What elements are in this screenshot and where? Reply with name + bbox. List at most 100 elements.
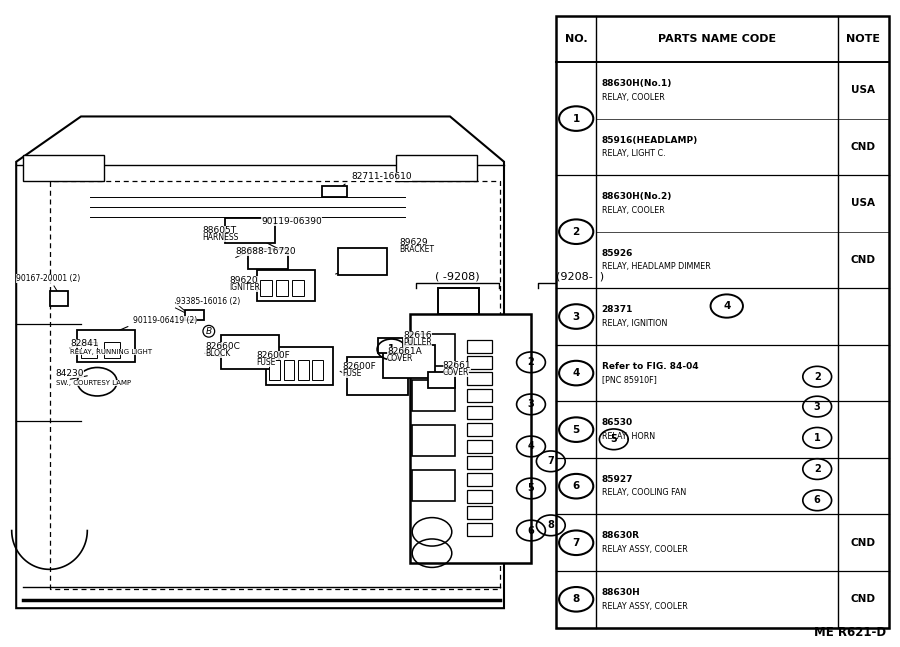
Text: 84230: 84230 <box>56 369 85 378</box>
Bar <box>704 561 734 582</box>
Bar <box>737 490 767 511</box>
Text: [PNC 85910F]: [PNC 85910F] <box>601 375 656 384</box>
Text: SW., COURTESY LAMP: SW., COURTESY LAMP <box>56 380 130 386</box>
Bar <box>292 280 304 296</box>
Text: B: B <box>206 327 211 336</box>
Text: 2: 2 <box>814 464 821 474</box>
Bar <box>704 525 734 547</box>
Text: 82841: 82841 <box>70 339 99 348</box>
Text: RELAY, HORN: RELAY, HORN <box>601 432 654 441</box>
Text: ( -9208): ( -9208) <box>435 272 480 281</box>
Text: 7: 7 <box>547 456 554 466</box>
Text: RELAY ASSY, COOLER: RELAY ASSY, COOLER <box>601 545 688 554</box>
Bar <box>276 280 288 296</box>
Text: 8: 8 <box>547 520 554 531</box>
Text: 6: 6 <box>527 525 535 536</box>
Text: 82661A: 82661A <box>387 347 422 356</box>
Bar <box>704 386 734 408</box>
Text: 3: 3 <box>814 402 821 411</box>
Text: 4: 4 <box>527 441 535 452</box>
Text: 82616: 82616 <box>403 331 432 340</box>
Text: 28371: 28371 <box>601 305 633 314</box>
Bar <box>256 270 315 301</box>
Bar <box>412 425 455 456</box>
Text: 82600F: 82600F <box>342 362 376 371</box>
Text: RELAY, COOLING FAN: RELAY, COOLING FAN <box>601 488 686 498</box>
Bar <box>737 454 767 476</box>
Text: 82600F: 82600F <box>256 351 290 360</box>
Text: 2: 2 <box>527 357 535 367</box>
Bar <box>438 288 479 314</box>
Text: RELAY, LIGHT C.: RELAY, LIGHT C. <box>601 149 665 158</box>
Text: FUSE: FUSE <box>342 369 362 378</box>
Bar <box>266 347 333 385</box>
Bar <box>737 386 767 408</box>
Bar <box>467 506 492 519</box>
Bar <box>670 386 700 408</box>
Text: 1: 1 <box>388 344 395 355</box>
Bar <box>467 406 492 419</box>
Text: 89620: 89620 <box>230 276 258 285</box>
Text: BLOCK: BLOCK <box>205 349 230 358</box>
Text: RELAY, COOLER: RELAY, COOLER <box>601 206 664 215</box>
Text: 6: 6 <box>572 481 580 491</box>
Bar <box>467 356 492 369</box>
Text: 89629: 89629 <box>400 238 428 247</box>
Text: 85916(HEADLAMP): 85916(HEADLAMP) <box>601 136 698 144</box>
Bar <box>467 473 492 486</box>
Bar <box>670 571 706 598</box>
Text: BRACKET: BRACKET <box>400 245 435 254</box>
Text: 5: 5 <box>610 434 617 444</box>
Text: 93385-16016 (2): 93385-16016 (2) <box>176 297 239 306</box>
Text: 90167-20001 (2): 90167-20001 (2) <box>16 274 80 283</box>
Text: PULLER: PULLER <box>403 338 432 347</box>
Text: PARTS NAME CODE: PARTS NAME CODE <box>658 34 776 44</box>
Bar <box>670 561 700 582</box>
Text: NO.: NO. <box>565 34 588 44</box>
Bar <box>412 380 455 411</box>
Text: 86530: 86530 <box>601 419 633 428</box>
Bar <box>269 360 280 380</box>
Bar <box>104 342 120 358</box>
Text: 85927: 85927 <box>601 475 633 484</box>
Text: COVER: COVER <box>387 354 413 363</box>
Text: 3: 3 <box>527 399 535 410</box>
Bar <box>248 249 288 269</box>
Bar <box>312 360 323 380</box>
Bar <box>734 571 770 598</box>
Bar <box>396 155 477 181</box>
Text: (9208-  ): (9208- ) <box>555 272 604 281</box>
Text: RELAY ASSY, COOLER: RELAY ASSY, COOLER <box>601 602 688 611</box>
Text: 7: 7 <box>572 538 580 548</box>
Text: NOTE: NOTE <box>846 34 880 44</box>
Bar <box>378 338 403 353</box>
Bar <box>346 357 408 395</box>
Bar <box>467 440 492 453</box>
Text: 3: 3 <box>572 312 580 322</box>
Text: 90119-06419 (2): 90119-06419 (2) <box>133 316 197 325</box>
Text: RELAY, HEADLAMP DIMMER: RELAY, HEADLAMP DIMMER <box>601 262 710 271</box>
Bar <box>704 454 734 476</box>
Text: COVER: COVER <box>443 368 469 377</box>
Bar <box>467 340 492 353</box>
Text: 88605T: 88605T <box>202 226 237 235</box>
Bar <box>737 561 767 582</box>
Bar <box>467 389 492 402</box>
Text: 4: 4 <box>723 301 731 311</box>
Bar <box>670 419 700 440</box>
Text: 85926: 85926 <box>601 248 633 258</box>
Bar <box>76 330 135 362</box>
Text: Refer to FIG. 84-04: Refer to FIG. 84-04 <box>601 362 698 371</box>
Text: 82661: 82661 <box>443 361 472 370</box>
Text: 82660C: 82660C <box>205 342 240 351</box>
Bar <box>338 248 387 275</box>
Text: 88630R: 88630R <box>601 531 640 540</box>
Text: CND: CND <box>850 595 876 604</box>
Bar <box>284 360 294 380</box>
Bar <box>467 456 492 469</box>
Text: CND: CND <box>850 142 876 152</box>
Text: 6: 6 <box>814 496 821 505</box>
Bar <box>184 310 204 320</box>
Text: 90119-06390: 90119-06390 <box>261 217 322 226</box>
Bar <box>81 342 97 358</box>
